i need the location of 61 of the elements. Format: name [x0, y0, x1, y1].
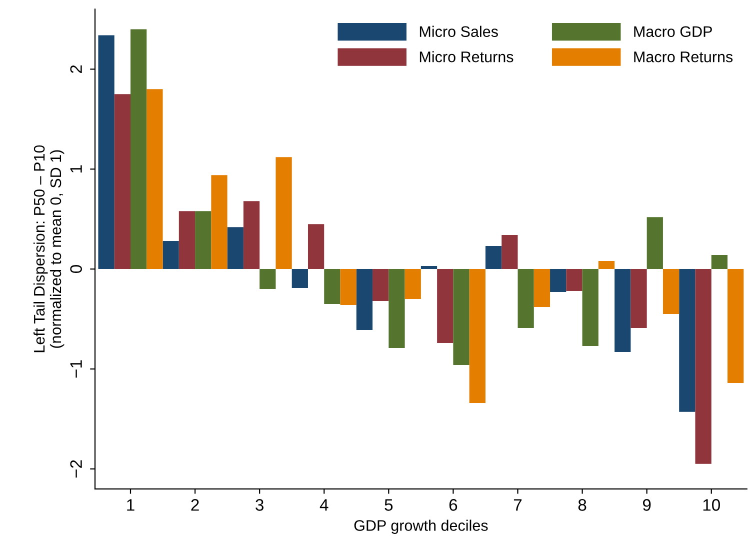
bar	[356, 269, 373, 330]
x-tick-label: 8	[578, 499, 586, 511]
bar	[630, 269, 647, 328]
bar	[372, 269, 389, 302]
bar	[550, 269, 566, 292]
bar	[195, 211, 212, 270]
x-tick-label: 10	[703, 499, 720, 511]
bar	[728, 269, 744, 383]
bar	[308, 224, 324, 270]
bar	[502, 235, 518, 270]
bar	[420, 266, 438, 270]
bar	[114, 94, 130, 270]
bar	[178, 211, 196, 270]
bar	[711, 255, 728, 270]
bar	[598, 261, 615, 270]
bar	[146, 89, 163, 270]
bar	[646, 217, 663, 270]
bar	[662, 269, 680, 314]
bar	[227, 227, 244, 270]
bar	[162, 241, 179, 270]
x-tick-label: 3	[256, 499, 264, 511]
bar	[614, 269, 631, 352]
x-tick-label: 9	[642, 499, 651, 511]
bar	[211, 175, 228, 270]
bar	[130, 29, 147, 270]
bar	[566, 269, 582, 292]
bar	[340, 269, 356, 306]
x-tick-label: 1	[127, 499, 134, 511]
y-tick-label: 2	[70, 65, 82, 73]
y-tick-label: −1	[70, 360, 82, 378]
x-axis-title: GDP growth deciles	[354, 520, 488, 534]
bar	[679, 269, 696, 412]
y-axis-title: Left Tail Dispersion: P50 – P10 (normalized to mean 0, SD 1)	[33, 145, 64, 352]
bar	[292, 269, 308, 288]
bar	[485, 246, 502, 270]
bar	[404, 269, 421, 300]
legend-label: Macro Returns	[634, 52, 733, 62]
bar	[453, 269, 470, 365]
bar	[388, 269, 405, 348]
bar	[437, 269, 454, 343]
bar	[98, 35, 114, 270]
bar	[582, 269, 598, 346]
bar	[695, 269, 712, 464]
x-tick-label: 2	[191, 499, 199, 511]
x-tick-label: 4	[320, 499, 328, 511]
legend-label: Micro Returns	[420, 51, 514, 62]
y-tick-label: −2	[70, 460, 82, 478]
legend-label: Macro GDP	[634, 26, 712, 38]
bar	[534, 269, 550, 308]
x-tick-label: 6	[449, 499, 458, 511]
y-tick-label: 0	[70, 265, 82, 274]
bar	[324, 269, 340, 304]
bar	[260, 269, 276, 290]
bar	[518, 269, 534, 328]
x-tick-label: 5	[384, 499, 393, 511]
bar	[469, 269, 486, 403]
x-tick-label: 7	[514, 499, 522, 511]
bar	[276, 157, 292, 270]
legend-label: Micro Sales	[420, 26, 498, 38]
bar	[243, 201, 260, 270]
y-tick-label: 1	[70, 165, 82, 172]
